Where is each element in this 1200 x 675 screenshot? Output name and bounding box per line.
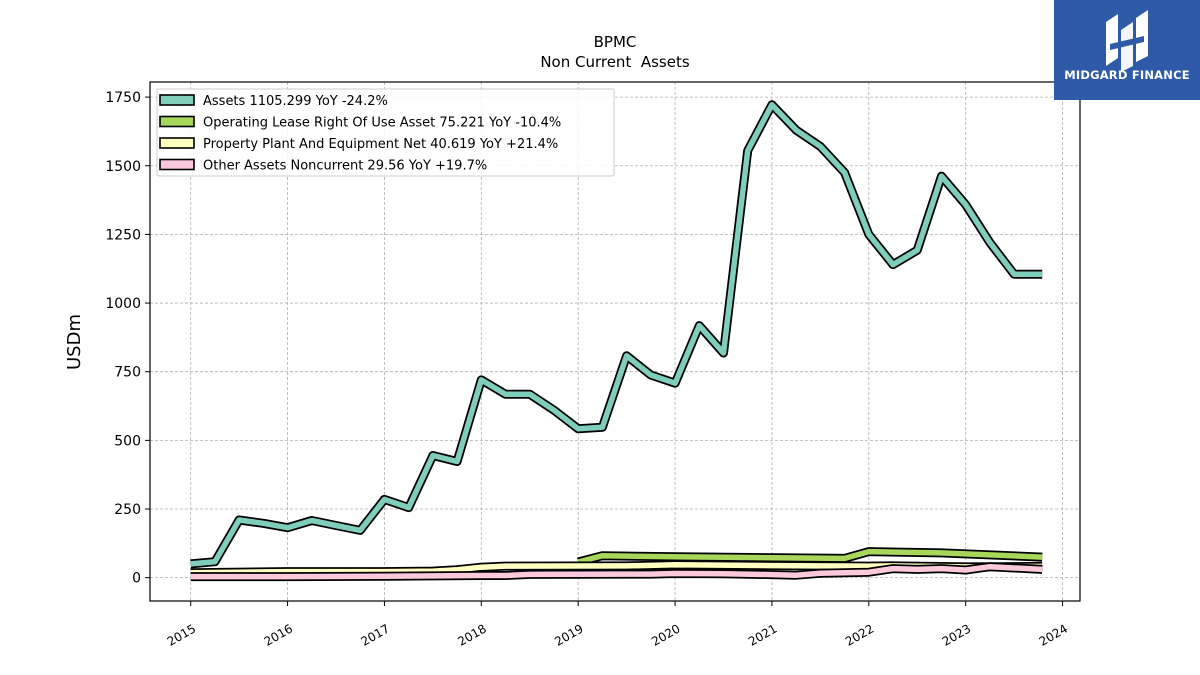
legend-label: Assets 1105.299 YoY -24.2% xyxy=(203,94,388,109)
legend: Assets 1105.299 YoY -24.2% Operating Leas… xyxy=(156,88,615,177)
x-tick-label: 2024 xyxy=(1037,621,1070,648)
series-line-1 xyxy=(577,548,1043,565)
series-line-0 xyxy=(190,102,1043,567)
series-line-3 xyxy=(190,563,1043,580)
legend-label: Operating Lease Right Of Use Asset 75.22… xyxy=(203,116,561,131)
x-tick-label: 2018 xyxy=(455,621,488,648)
y-tick-label: 1250 xyxy=(105,227,141,243)
series-layer xyxy=(190,100,1043,582)
legend-label: Other Assets Noncurrent 29.56 YoY +19.7% xyxy=(203,159,487,174)
x-tick-label: 2021 xyxy=(746,621,779,648)
legend-box xyxy=(156,88,615,177)
y-tick-label: 1000 xyxy=(105,296,141,312)
logo-mark-icon xyxy=(1106,10,1148,72)
legend-swatch xyxy=(159,137,195,149)
legend-label: Property Plant And Equipment Net 40.619 … xyxy=(203,137,558,152)
x-tick-label: 2020 xyxy=(649,621,682,648)
x-tick-label: 2015 xyxy=(165,621,198,648)
y-tick-label: 1500 xyxy=(105,159,141,175)
y-tick-label: 500 xyxy=(114,433,141,449)
x-tick-label: 2022 xyxy=(843,621,876,648)
y-tick-label: 250 xyxy=(114,502,141,518)
y-tick-label: 1750 xyxy=(105,90,141,106)
chart-subtitle: Non Current Assets xyxy=(540,53,690,71)
legend-swatch xyxy=(159,115,195,128)
x-tick-label: 2023 xyxy=(940,621,973,648)
logo-text: MIDGARD FINANCE xyxy=(1064,68,1190,82)
legend-swatch xyxy=(159,158,195,171)
brand-logo: MIDGARD FINANCE xyxy=(1054,0,1200,100)
chart-title: BPMC xyxy=(594,33,637,51)
y-tick-label: 750 xyxy=(114,365,141,381)
y-axis-label: USDm xyxy=(64,314,85,370)
plot-frame xyxy=(149,81,1081,602)
x-tick-label: 2016 xyxy=(262,621,295,648)
x-tick-label: 2019 xyxy=(552,621,585,648)
y-tick-label: 0 xyxy=(132,571,141,587)
legend-swatch xyxy=(159,94,195,106)
x-tick-label: 2017 xyxy=(358,621,391,648)
